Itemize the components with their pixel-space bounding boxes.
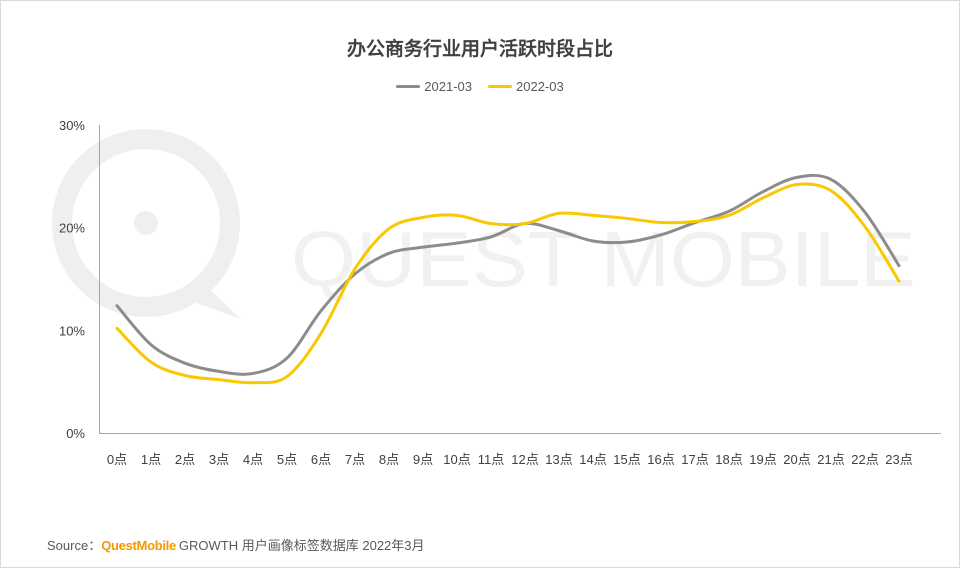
legend-item-2021: 2021-03 — [396, 79, 472, 94]
series-point — [285, 356, 289, 360]
series-point — [319, 309, 323, 313]
series-point — [761, 196, 765, 200]
series-point — [353, 267, 357, 271]
x-tick-label: 21点 — [817, 452, 844, 467]
series-line-0 — [115, 173, 901, 376]
series-point — [455, 241, 459, 245]
x-tick-label: 3点 — [209, 452, 229, 467]
series-point — [761, 190, 765, 194]
x-tick-label: 1点 — [141, 452, 161, 467]
series-point — [149, 343, 153, 347]
legend-swatch-2022 — [488, 85, 512, 88]
x-tick-label: 16点 — [647, 452, 674, 467]
series-point — [523, 222, 527, 226]
watermark-text: QUEST MOBILE — [291, 215, 916, 303]
x-tick-label: 5点 — [277, 452, 297, 467]
x-tick-label: 6点 — [311, 452, 331, 467]
series-point — [591, 213, 595, 217]
watermark-ring — [52, 129, 240, 317]
series-point — [863, 210, 867, 214]
x-tick-label: 14点 — [579, 452, 606, 467]
y-tick-label: 10% — [59, 323, 85, 338]
legend-swatch-2021 — [396, 85, 421, 88]
series-point — [489, 222, 493, 226]
series-point — [795, 175, 799, 179]
series-point — [693, 220, 697, 224]
series-point — [897, 279, 901, 283]
series-point — [829, 189, 833, 193]
series-line-1 — [115, 182, 901, 385]
watermark-logo: QUEST MOBILE — [52, 129, 916, 319]
series-point — [489, 235, 493, 239]
chart-legend: 2021-03 2022-03 — [1, 79, 959, 94]
legend-label-2022: 2022-03 — [516, 79, 564, 94]
series-point — [897, 264, 901, 268]
x-tick-label: 7点 — [345, 452, 365, 467]
series-point — [727, 209, 731, 213]
series-point — [421, 245, 425, 249]
legend-label-2021: 2021-03 — [424, 79, 472, 94]
y-axis-ticks: 0% 10% 20% 30% — [59, 118, 85, 441]
series-point — [557, 229, 561, 233]
series-point — [727, 213, 731, 217]
series-point — [217, 369, 221, 373]
series-point — [421, 215, 425, 219]
series-point — [863, 225, 867, 229]
series-point — [251, 371, 255, 375]
x-tick-label: 4点 — [243, 452, 263, 467]
x-tick-label: 20点 — [783, 452, 810, 467]
x-tick-label: 19点 — [749, 452, 776, 467]
series-point — [659, 221, 663, 225]
y-tick-label: 0% — [66, 426, 85, 441]
series-point — [659, 233, 663, 237]
x-tick-label: 15点 — [613, 452, 640, 467]
x-tick-label: 12点 — [511, 452, 538, 467]
x-tick-label: 9点 — [413, 452, 433, 467]
series-group-0 — [115, 173, 901, 376]
x-tick-label: 18点 — [715, 452, 742, 467]
x-axis-ticks: 0点 1点 2点 3点 4点 5点 6点 7点 8点 9点 10点 11点 12点 13点 14点 15点 16… — [107, 452, 913, 467]
series-point — [625, 216, 629, 220]
x-tick-label: 0点 — [107, 452, 127, 467]
x-tick-label: 13点 — [545, 452, 572, 467]
x-tick-label: 17点 — [681, 452, 708, 467]
series-point — [795, 183, 799, 187]
y-tick-label: 20% — [59, 221, 85, 236]
series-point — [115, 326, 119, 330]
legend-item-2022: 2022-03 — [488, 79, 564, 94]
series-point — [591, 239, 595, 243]
x-tick-label: 23点 — [885, 452, 912, 467]
series-group-1 — [115, 182, 901, 385]
series-point — [319, 331, 323, 335]
series-point — [829, 177, 833, 181]
source-brand: QuestMobile — [101, 538, 176, 553]
watermark-tail — [191, 281, 241, 319]
x-tick-label: 8点 — [379, 452, 399, 467]
series-point — [183, 361, 187, 365]
source-prefix: Source： — [47, 538, 102, 553]
x-tick-label: 2点 — [175, 452, 195, 467]
watermark-dot — [134, 211, 158, 235]
x-tick-label: 22点 — [851, 452, 878, 467]
series-point — [387, 227, 391, 231]
y-tick-label: 30% — [59, 118, 85, 133]
series-point — [251, 381, 255, 385]
series-point — [285, 375, 289, 379]
source-note: Source：QuestMobile GROWTH 用户画像标签数据库 2022年… — [47, 535, 425, 554]
chart-title: 办公商务行业用户活跃时段占比 — [346, 39, 613, 60]
series-layer — [115, 173, 901, 385]
series-point — [149, 360, 153, 364]
source-rest: GROWTH 用户画像标签数据库 2022年3月 — [178, 538, 425, 553]
series-point — [217, 378, 221, 382]
series-point — [625, 240, 629, 244]
x-tick-label: 10点 — [443, 452, 470, 467]
series-point — [557, 211, 561, 215]
series-point — [455, 213, 459, 217]
series-point — [115, 304, 119, 308]
series-point — [183, 374, 187, 378]
series-point — [387, 251, 391, 255]
x-tick-label: 11点 — [478, 452, 505, 467]
